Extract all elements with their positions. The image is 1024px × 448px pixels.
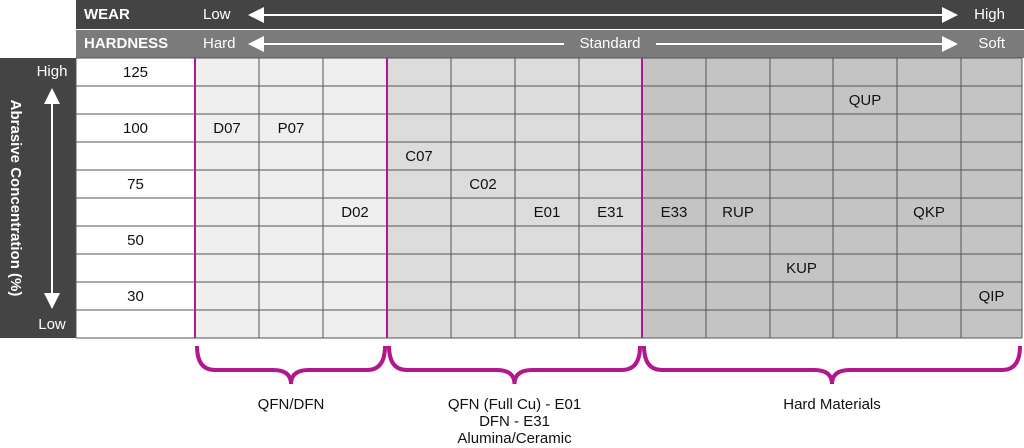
cell: D02 (341, 204, 369, 221)
axis-bar (0, 58, 76, 338)
axis-high: High (37, 63, 68, 80)
cell: C07 (405, 148, 433, 165)
group-brace (387, 345, 642, 385)
cell: KUP (786, 260, 817, 277)
group-label: Alumina/Ceramic (457, 430, 572, 447)
cell: 75 (127, 176, 144, 193)
cell: RUP (722, 204, 754, 221)
wear-low: Low (203, 6, 231, 23)
hardness-soft: Soft (978, 35, 1006, 52)
cell: E33 (661, 204, 688, 221)
cell: E31 (597, 204, 624, 221)
group-label: Hard Materials (783, 396, 881, 413)
cell: P07 (278, 120, 305, 137)
hardness-hard: Hard (203, 35, 236, 52)
cell: QIP (979, 288, 1005, 305)
cell: 100 (123, 120, 148, 137)
axis-low: Low (38, 316, 66, 333)
group-label: QFN (Full Cu) - E01 (448, 396, 581, 413)
cell: 125 (123, 64, 148, 81)
cell: 50 (127, 232, 144, 249)
cell: D07 (213, 120, 241, 137)
cell: C02 (469, 176, 497, 193)
hardness-standard: Standard (580, 35, 641, 52)
wear-label: WEAR (84, 6, 130, 23)
axis-title: Abrasive Concentration (%) (7, 100, 24, 297)
group-brace (642, 345, 1022, 385)
wear-high: High (974, 6, 1005, 23)
cell: E01 (534, 204, 561, 221)
cell: 30 (127, 288, 144, 305)
group-brace (195, 345, 387, 385)
group-label: DFN - E31 (479, 413, 550, 430)
cell: QUP (849, 92, 882, 109)
hardness-label: HARDNESS (84, 35, 168, 52)
group-label: QFN/DFN (258, 396, 325, 413)
cell: QKP (913, 204, 945, 221)
